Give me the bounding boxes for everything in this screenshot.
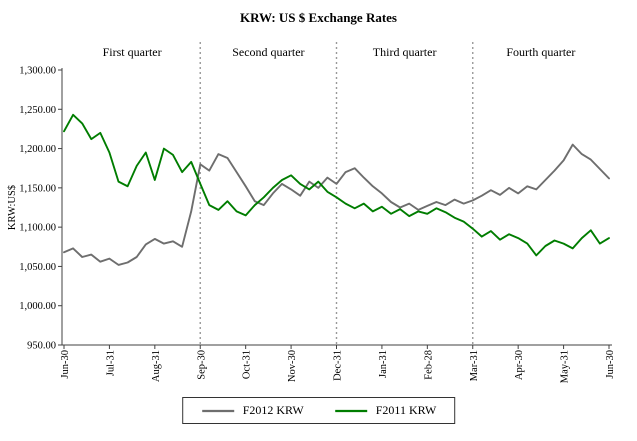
x-tick-label: Aug-31 — [151, 350, 162, 382]
y-tick-label: 1,300.00 — [19, 66, 56, 77]
y-tick-label: 1,100.00 — [19, 223, 56, 234]
x-tick-label: Jun-30 — [60, 350, 71, 379]
quarter-label: Second quarter — [232, 45, 304, 59]
quarter-label: Third quarter — [373, 45, 437, 59]
f2012-line-swatch — [201, 409, 234, 412]
y-tick-label: 1,200.00 — [19, 144, 56, 155]
x-tick-label: Apr-30 — [514, 350, 525, 380]
x-tick-label: Feb-28 — [423, 350, 434, 380]
y-tick-label: 1,050.00 — [19, 262, 56, 273]
f2011-line-swatch — [334, 409, 367, 412]
y-tick-label: 1,150.00 — [19, 183, 56, 194]
legend: F2012 KRW F2011 KRW — [181, 397, 456, 424]
quarter-label: Fourth quarter — [506, 45, 575, 59]
x-tick-label: Jun-30 — [605, 350, 616, 379]
x-tick-label: May-31 — [560, 350, 571, 383]
y-tick-label: 1,250.00 — [19, 105, 56, 116]
legend-label-f2012: F2012 KRW — [242, 403, 304, 417]
legend-item-f2011: F2011 KRW — [334, 403, 437, 418]
x-tick-label: Sep-30 — [196, 350, 207, 380]
plot-area: First quarter Second quarter Third quarter… — [7, 42, 616, 383]
x-tick-label: Jul-31 — [105, 350, 116, 376]
y-tick-label: 1,000.00 — [19, 301, 56, 312]
x-tick-label: Jan-31 — [378, 350, 389, 378]
x-tick-label: Nov-30 — [287, 350, 298, 382]
legend-item-f2012: F2012 KRW — [201, 403, 304, 418]
quarter-label: First quarter — [103, 45, 162, 59]
x-tick-label: Mar-31 — [469, 350, 480, 381]
legend-label-f2011: F2011 KRW — [375, 403, 437, 417]
series-line-f2012-krw — [63, 143, 610, 266]
x-tick-label: Oct-31 — [242, 350, 253, 379]
chart-title: KRW: US $ Exchange Rates — [240, 10, 397, 25]
y-tick-label: 950.00 — [27, 341, 56, 352]
x-tick-label: Dec-31 — [333, 350, 344, 381]
series-line-f2011-krw — [63, 113, 610, 257]
y-axis-title: KRW:US$ — [7, 185, 18, 230]
